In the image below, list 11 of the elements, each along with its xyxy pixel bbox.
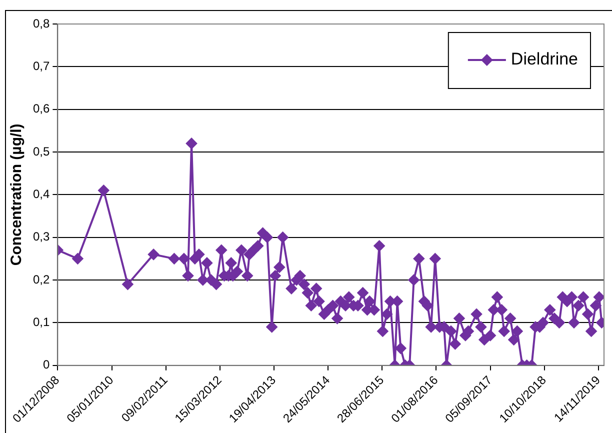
y-tick-label: 0 xyxy=(42,358,50,372)
legend-label: Dieldrine xyxy=(510,50,578,69)
y-tick-label: 0,4 xyxy=(32,186,50,201)
y-tick-label: 0,3 xyxy=(32,230,50,244)
y-tick-label: 0,6 xyxy=(32,102,50,116)
y-tick-label: 0,7 xyxy=(32,58,50,73)
y-tick-label: 0,1 xyxy=(32,314,50,329)
y-tick-label: 0,5 xyxy=(32,144,50,158)
y-tick-label: 0,2 xyxy=(32,272,50,286)
y-tick-label: 0,8 xyxy=(32,16,50,30)
y-axis-title: Concentration (µg/l) xyxy=(8,124,26,266)
